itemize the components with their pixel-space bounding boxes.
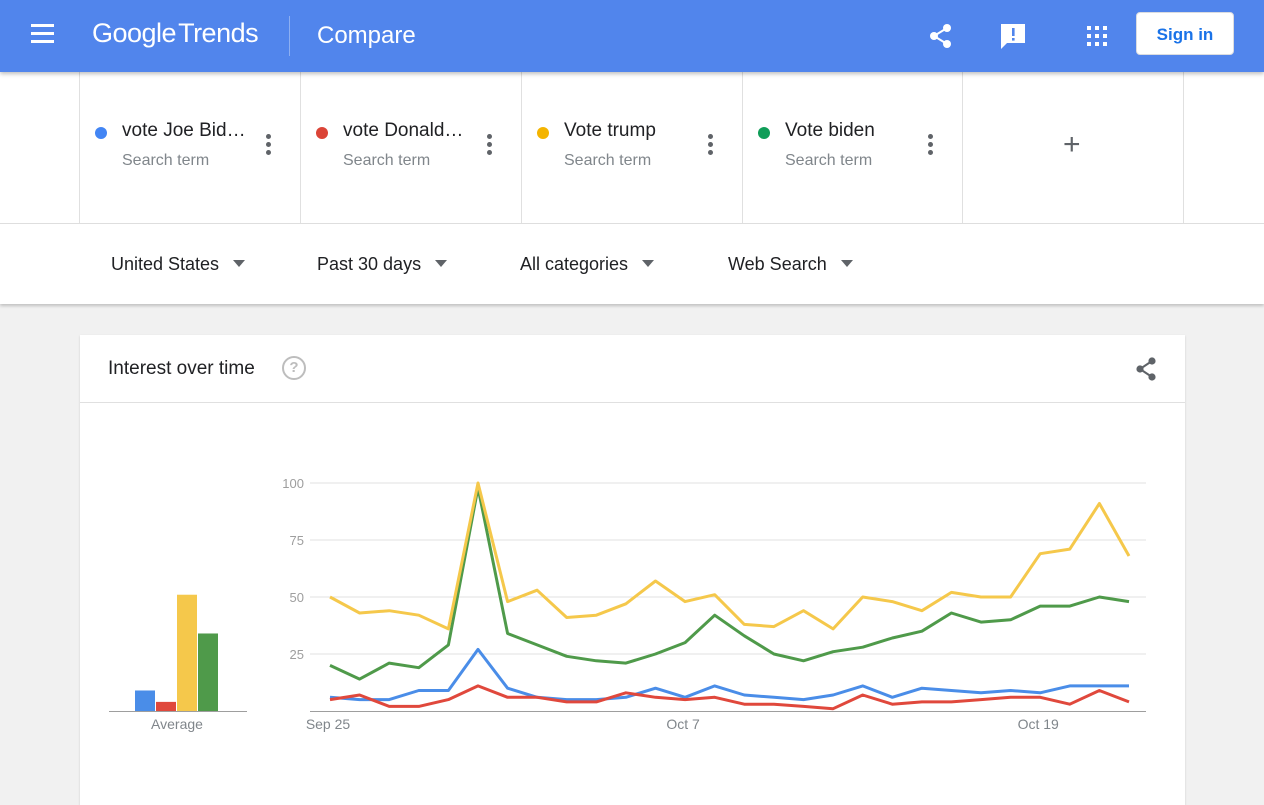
y-tick-label: 100 bbox=[282, 476, 304, 491]
dropdown-arrow-icon bbox=[435, 259, 448, 267]
search-type-value: Web Search bbox=[728, 254, 827, 274]
logo-google-text: Google bbox=[92, 18, 177, 48]
dropdown-arrow-icon bbox=[233, 259, 246, 267]
average-label: Average bbox=[151, 716, 203, 732]
term-type: Search term bbox=[564, 152, 652, 169]
y-tick-label: 75 bbox=[290, 533, 304, 548]
interest-chart: Average 25 50 75 100 Sep 25 Oct 7 Oct 19 bbox=[109, 476, 1146, 732]
x-tick-label: Oct 7 bbox=[666, 716, 700, 732]
term-type: Search term bbox=[785, 152, 873, 169]
search-terms-bar: vote Joe Bid… Search term vote Donald… S… bbox=[0, 72, 1264, 224]
more-vert-icon[interactable] bbox=[266, 134, 272, 156]
average-bar bbox=[156, 701, 176, 711]
series-line bbox=[329, 481, 1131, 631]
search-term-2[interactable]: vote Donald… Search term bbox=[300, 72, 521, 224]
interest-over-time-card: Interest over time ? Average 25 50 75 100 Sep… bbox=[80, 335, 1185, 805]
more-vert-icon[interactable] bbox=[487, 134, 493, 156]
search-type-dropdown[interactable]: Web Search bbox=[728, 254, 853, 275]
term-type: Search term bbox=[122, 152, 210, 169]
sign-in-button[interactable]: Sign in bbox=[1136, 12, 1234, 55]
share-icon[interactable] bbox=[925, 20, 957, 52]
google-trends-logo[interactable]: GoogleTrends bbox=[92, 18, 259, 49]
series-line bbox=[329, 647, 1129, 702]
category-value: All categories bbox=[520, 254, 629, 274]
menu-icon[interactable] bbox=[30, 24, 56, 48]
header-divider bbox=[289, 16, 290, 56]
term-color-dot bbox=[95, 127, 107, 139]
share-icon[interactable] bbox=[1132, 355, 1160, 383]
term-color-dot bbox=[316, 127, 328, 139]
feedback-icon[interactable] bbox=[997, 20, 1029, 52]
dropdown-arrow-icon bbox=[840, 259, 853, 267]
y-tick-label: 50 bbox=[290, 590, 304, 605]
card-title: Interest over time bbox=[108, 358, 255, 379]
term-color-dot bbox=[537, 127, 549, 139]
term-type: Search term bbox=[343, 152, 431, 169]
y-tick-label: 25 bbox=[290, 647, 304, 662]
filter-bar: United States Past 30 days All categorie… bbox=[0, 224, 1264, 304]
average-bar bbox=[177, 594, 197, 711]
add-icon[interactable]: + bbox=[1063, 128, 1081, 161]
search-term-3[interactable]: Vote trump Search term bbox=[521, 72, 742, 224]
search-term-1[interactable]: vote Joe Bid… Search term bbox=[79, 72, 300, 224]
term-label[interactable]: Vote trump bbox=[564, 120, 656, 141]
more-vert-icon[interactable] bbox=[928, 134, 934, 156]
series-line bbox=[329, 486, 1130, 681]
logo-trends-text: Trends bbox=[178, 18, 259, 48]
time-range-value: Past 30 days bbox=[317, 254, 422, 274]
time-range-dropdown[interactable]: Past 30 days bbox=[317, 254, 448, 275]
x-tick-label: Oct 19 bbox=[1018, 716, 1059, 732]
card-header: Interest over time ? bbox=[80, 335, 1185, 403]
term-color-dot bbox=[758, 127, 770, 139]
app-header: GoogleTrends Compare Sign in bbox=[0, 0, 1264, 72]
term-label[interactable]: Vote biden bbox=[785, 120, 875, 141]
more-vert-icon[interactable] bbox=[708, 134, 714, 156]
region-value: United States bbox=[111, 254, 220, 274]
help-icon[interactable]: ? bbox=[282, 356, 306, 380]
apps-icon[interactable] bbox=[1081, 20, 1113, 52]
average-bar bbox=[198, 633, 218, 711]
term-label[interactable]: vote Joe Bid… bbox=[122, 120, 246, 141]
average-bar bbox=[135, 690, 155, 711]
region-dropdown[interactable]: United States bbox=[111, 254, 246, 275]
page-title: Compare bbox=[317, 22, 416, 49]
category-dropdown[interactable]: All categories bbox=[520, 254, 655, 275]
search-term-4[interactable]: Vote biden Search term bbox=[742, 72, 962, 224]
series-line bbox=[329, 684, 1130, 711]
dropdown-arrow-icon bbox=[642, 259, 655, 267]
term-label[interactable]: vote Donald… bbox=[343, 120, 464, 141]
add-comparison[interactable]: + bbox=[962, 72, 1184, 224]
x-tick-label: Sep 25 bbox=[306, 716, 351, 732]
